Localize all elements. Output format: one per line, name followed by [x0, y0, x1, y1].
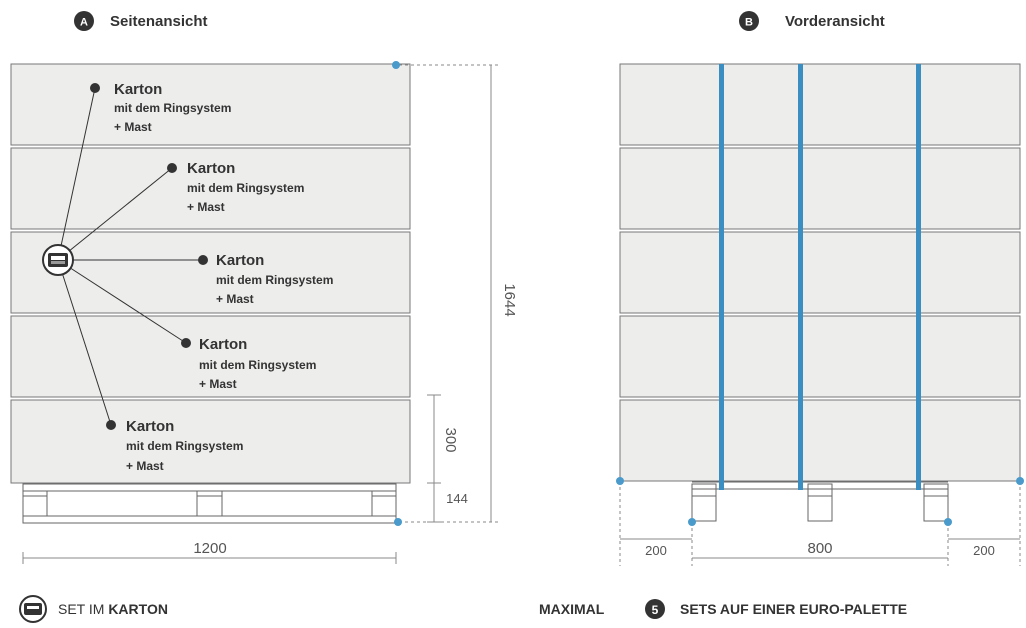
- dim-total-height: 1644: [501, 283, 518, 316]
- front-view-stack: [619, 63, 1021, 482]
- box-label-5: Karton mit dem Ringsystem + Mast: [126, 418, 243, 473]
- leader-dot: [106, 420, 116, 430]
- footer-count: 5: [652, 603, 659, 617]
- footer-suffix: SETS AUF EINER EURO-PALETTE: [680, 601, 907, 617]
- footer-count-badge: [645, 599, 665, 619]
- view-b-badge: [739, 11, 759, 31]
- leader-dot: [167, 163, 177, 173]
- box-label-1: Karton mit dem Ringsystem + Mast: [114, 81, 231, 134]
- leader-lines: [57, 87, 203, 426]
- side-pallet: [22, 483, 397, 524]
- box-label-2: Karton mit dem Ringsystem + Mast: [187, 160, 304, 214]
- front-pallet: [691, 481, 949, 522]
- dim-front-middle: 800: [807, 540, 832, 557]
- side-box-5: [10, 399, 411, 484]
- svg-text:mit dem Ringsystem: mit dem Ringsystem: [187, 181, 304, 195]
- side-view-stack: [10, 63, 411, 484]
- svg-text:Karton: Karton: [199, 336, 247, 353]
- svg-text:mit dem Ringsystem: mit dem Ringsystem: [199, 358, 316, 372]
- front-box-5: [619, 399, 1021, 482]
- leader-dot: [198, 255, 208, 265]
- corner-marker: [616, 477, 624, 485]
- footer-prefix: MAXIMAL: [539, 601, 605, 617]
- leader-dot: [90, 83, 100, 93]
- svg-text:Karton: Karton: [187, 160, 235, 177]
- box-icon: [42, 244, 74, 276]
- corner-marker: [944, 518, 952, 526]
- strap: [798, 64, 803, 490]
- leader-dot: [181, 338, 191, 348]
- svg-text:+ Mast: + Mast: [126, 459, 164, 473]
- dim-pallet-height: 144: [446, 491, 468, 506]
- corner-marker: [392, 61, 400, 69]
- svg-text:+ Mast: + Mast: [199, 377, 237, 391]
- front-box-1: [619, 63, 1021, 146]
- corner-marker: [394, 518, 402, 526]
- view-a-badge: [74, 11, 94, 31]
- legend-box-icon: [19, 595, 47, 623]
- dim-box-height: 300: [442, 427, 459, 452]
- svg-text:Karton: Karton: [126, 418, 174, 435]
- view-b-title: Vorderansicht: [785, 13, 885, 30]
- box-label-4: Karton mit dem Ringsystem + Mast: [199, 336, 316, 391]
- corner-marker: [688, 518, 696, 526]
- side-box-1: [10, 63, 411, 146]
- front-box-4: [619, 315, 1021, 398]
- svg-text:+ Mast: + Mast: [114, 120, 152, 134]
- view-a-badge-letter: A: [80, 17, 88, 29]
- view-a-title: Seitenansicht: [110, 13, 208, 30]
- svg-text:+ Mast: + Mast: [187, 200, 225, 214]
- dim-front-right: 200: [973, 543, 995, 558]
- side-box-4: [10, 315, 411, 398]
- side-box-2: [10, 147, 411, 230]
- strap: [719, 64, 724, 490]
- svg-text:Karton: Karton: [216, 252, 264, 269]
- svg-text:mit dem Ringsystem: mit dem Ringsystem: [114, 101, 231, 115]
- svg-text:+ Mast: + Mast: [216, 292, 254, 306]
- front-box-2: [619, 147, 1021, 230]
- front-straps: [719, 64, 921, 490]
- front-box-3: [619, 231, 1021, 314]
- strap: [916, 64, 921, 490]
- side-dimensions: [22, 64, 498, 564]
- front-dimensions: [619, 481, 1021, 566]
- svg-text:mit dem Ringsystem: mit dem Ringsystem: [126, 439, 243, 453]
- dim-side-width: 1200: [193, 540, 226, 557]
- view-b-badge-letter: B: [745, 17, 753, 29]
- svg-text:Karton: Karton: [114, 81, 162, 98]
- corner-marker: [1016, 477, 1024, 485]
- legend-text: SET IM KARTON: [58, 601, 168, 617]
- box-label-3: Karton mit dem Ringsystem + Mast: [216, 252, 333, 306]
- dim-front-left: 200: [645, 543, 667, 558]
- svg-text:mit dem Ringsystem: mit dem Ringsystem: [216, 273, 333, 287]
